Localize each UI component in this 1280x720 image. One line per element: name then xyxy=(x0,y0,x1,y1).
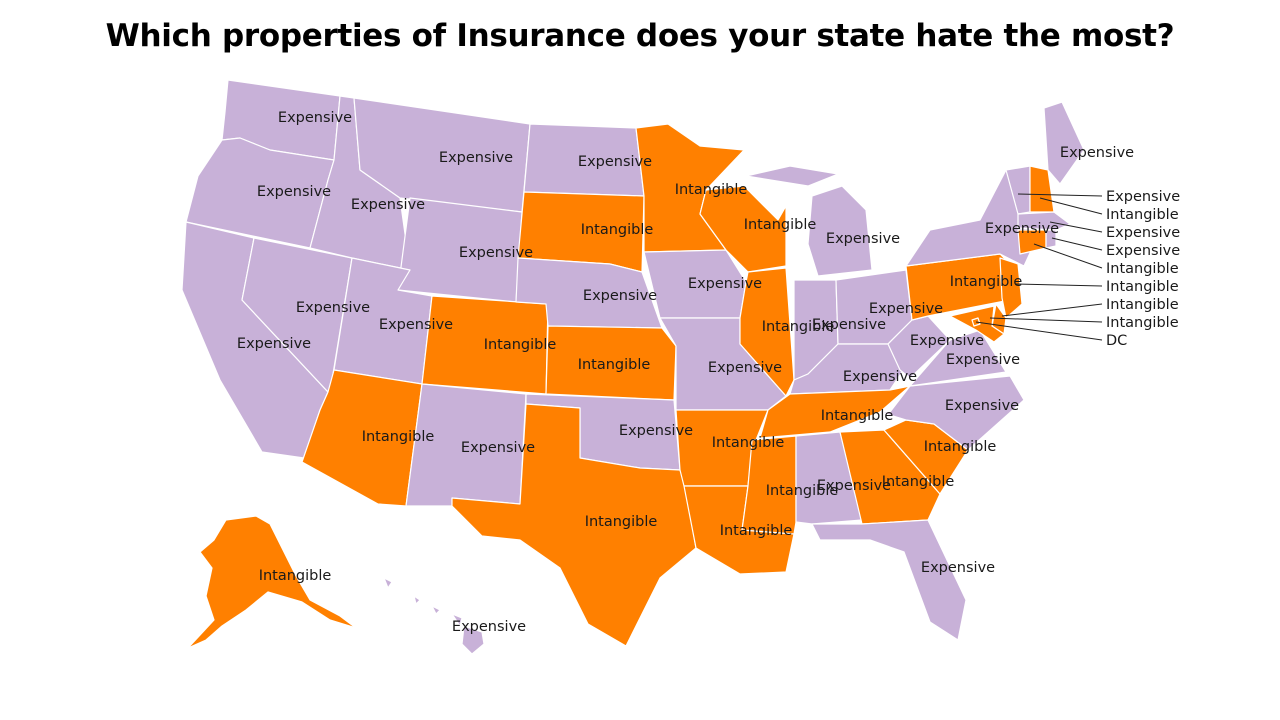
state-MI[interactable] xyxy=(745,165,873,277)
state-label-WI: Intangible xyxy=(744,217,817,233)
state-MA[interactable] xyxy=(1017,211,1071,231)
state-WI[interactable] xyxy=(699,185,787,273)
callout-label: Intangible xyxy=(1106,279,1179,295)
state-label-TX: Intangible xyxy=(585,514,658,530)
leader-line xyxy=(1001,303,1103,317)
leader-line xyxy=(1049,221,1103,233)
state-NC[interactable] xyxy=(879,375,1025,451)
state-label-MS: Intangible xyxy=(766,483,839,499)
leader-line xyxy=(1033,243,1103,269)
state-label-AL: Expensive xyxy=(817,478,891,494)
state-label-LA: Intangible xyxy=(720,523,793,539)
state-label-UT: Expensive xyxy=(379,317,453,333)
callout-label: Expensive xyxy=(1106,225,1180,241)
state-label-CA: Expensive xyxy=(237,336,311,352)
callout-label: Intangible xyxy=(1106,207,1179,223)
state-label-IN: Expensive xyxy=(812,317,886,333)
state-TX[interactable] xyxy=(451,403,697,647)
leader-line xyxy=(1015,283,1103,287)
state-label-MI: Expensive xyxy=(826,231,900,247)
state-shapes xyxy=(181,79,1085,655)
callout-leader-lines xyxy=(975,193,1103,341)
state-label-OH: Expensive xyxy=(869,301,943,317)
northeast-callout-labels: Expensive Intangible Expensive Expensive… xyxy=(1106,189,1180,349)
state-label-ND: Expensive xyxy=(578,154,652,170)
state-label-HI: Expensive xyxy=(452,619,526,635)
leader-line xyxy=(1039,197,1103,215)
state-label-TN: Intangible xyxy=(821,408,894,424)
state-NJ[interactable] xyxy=(999,257,1023,319)
callout-label: Intangible xyxy=(1106,297,1179,313)
state-HI[interactable] xyxy=(383,577,485,655)
state-label-NC: Expensive xyxy=(945,398,1019,414)
state-label-AR: Intangible xyxy=(712,435,785,451)
state-IL[interactable] xyxy=(739,267,795,397)
callout-label: Expensive xyxy=(1106,189,1180,205)
state-label-SD: Intangible xyxy=(581,222,654,238)
state-KS[interactable] xyxy=(545,325,677,401)
leader-line xyxy=(1017,193,1103,197)
state-label-AZ: Intangible xyxy=(362,429,435,445)
state-label-OK: Expensive xyxy=(619,423,693,439)
state-label-MT: Expensive xyxy=(439,150,513,166)
state-labels: Expensive Expensive Expensive Expensive … xyxy=(237,110,1134,635)
state-RI[interactable] xyxy=(1045,229,1057,249)
state-label-NY: Expensive xyxy=(985,221,1059,237)
leader-line xyxy=(989,317,1103,323)
state-label-NV: Expensive xyxy=(296,300,370,316)
state-label-WV: Expensive xyxy=(910,333,984,349)
callout-label: DC xyxy=(1106,333,1127,349)
state-label-NE: Expensive xyxy=(583,288,657,304)
state-label-FL: Expensive xyxy=(921,560,995,576)
state-label-KY: Expensive xyxy=(843,369,917,385)
leader-line xyxy=(1051,237,1103,251)
callout-label: Intangible xyxy=(1106,315,1179,331)
state-label-VA: Expensive xyxy=(946,352,1020,368)
state-label-NM: Expensive xyxy=(461,440,535,456)
state-label-OR: Expensive xyxy=(257,184,331,200)
state-label-ID: Expensive xyxy=(351,197,425,213)
map-title: Which properties of Insurance does your … xyxy=(105,18,1175,54)
state-label-IL: Intangible xyxy=(762,319,835,335)
state-label-SC: Intangible xyxy=(924,439,997,455)
state-TN[interactable] xyxy=(759,385,911,439)
state-AK[interactable] xyxy=(187,515,357,649)
state-label-MN: Intangible xyxy=(675,182,748,198)
state-label-ME: Expensive xyxy=(1060,145,1134,161)
callout-label: Intangible xyxy=(1106,261,1179,277)
state-ME[interactable] xyxy=(1043,101,1085,185)
state-GA[interactable] xyxy=(839,429,941,525)
callout-label: Expensive xyxy=(1106,243,1180,259)
state-label-AK: Intangible xyxy=(259,568,332,584)
state-FL[interactable] xyxy=(811,519,967,641)
leader-line xyxy=(975,321,1103,341)
state-label-WA: Expensive xyxy=(278,110,352,126)
state-label-PA: Intangible xyxy=(950,274,1023,290)
state-label-CO: Intangible xyxy=(484,337,557,353)
state-label-GA: Intangible xyxy=(882,474,955,490)
state-label-IA: Expensive xyxy=(688,276,762,292)
state-label-WY: Expensive xyxy=(459,245,533,261)
state-label-MO: Expensive xyxy=(708,360,782,376)
state-label-KS: Intangible xyxy=(578,357,651,373)
